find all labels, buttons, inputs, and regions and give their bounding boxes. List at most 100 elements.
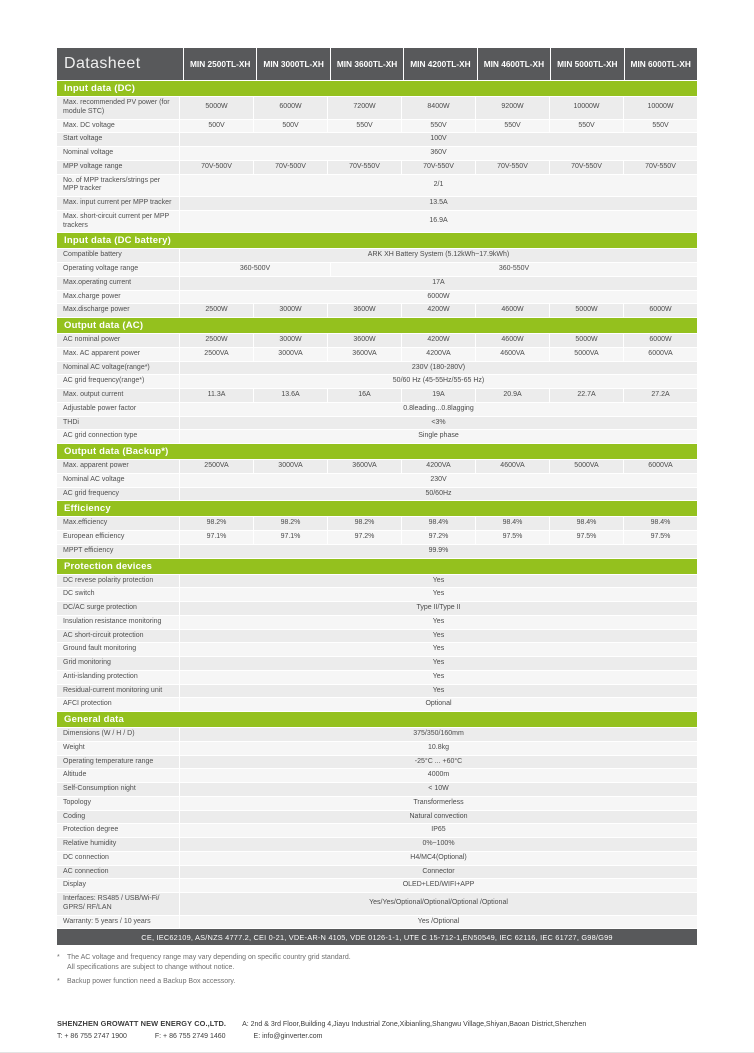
row-values: 6000W xyxy=(180,290,697,304)
spec-value: Yes xyxy=(180,684,697,698)
spec-row: DC/AC surge protection Type II/Type II xyxy=(57,602,697,615)
spec-value: 4600W xyxy=(476,334,549,347)
spec-row: Max. input current per MPP tracker 13.5A xyxy=(57,197,697,210)
row-label: Self-Consumption night xyxy=(57,783,179,796)
row-label: Max.charge power xyxy=(57,290,179,304)
spec-value: 500V xyxy=(254,119,327,133)
row-values: 10.8kg xyxy=(180,741,697,755)
spec-value: 360V xyxy=(180,147,697,160)
spec-value: 16.9A xyxy=(180,210,697,233)
row-label: Topology xyxy=(57,796,179,810)
spec-value: 6000W xyxy=(180,290,697,304)
row-label: Max. output current xyxy=(57,389,179,402)
row-values: 70V-500V 70V-500V 70V-550V 70V-550V 70V-550V… xyxy=(180,160,697,174)
spec-value: 2500W xyxy=(180,304,253,317)
row-label: DC/AC surge protection xyxy=(57,602,179,615)
row-values: Type II/Type II xyxy=(180,602,697,615)
spec-value: 70V-550V xyxy=(624,160,697,174)
spec-sections: Input data (DC) Max. recommended PV power… xyxy=(57,81,697,929)
spec-value: 0.8leading...0.8lagging xyxy=(180,402,697,416)
spec-value: Yes xyxy=(180,657,697,670)
row-values: 2500W 3000W 3600W 4200W 4600W 5000W 6000W xyxy=(180,304,697,317)
row-values: 2500VA 3000VA 3600VA 4200VA 4600VA 5000VA 6000… xyxy=(180,347,697,361)
spec-row: Max. output current 11.3A 13.6A 16A 19A 20.9A… xyxy=(57,389,697,402)
spec-value: 230V xyxy=(180,473,697,487)
spec-value: 100V xyxy=(180,133,697,146)
spec-row: Max.discharge power 2500W 3000W 3600W 4200W 4… xyxy=(57,304,697,317)
row-label: Residual-current monitoring unit xyxy=(57,684,179,698)
row-label: Max. short-circuit current per MPP track… xyxy=(57,210,179,233)
spec-row: Max. recommended PV power (for module ST… xyxy=(57,97,697,119)
spec-value: 3600W xyxy=(328,334,401,347)
spec-value: 6000VA xyxy=(624,347,697,361)
spec-value: 3000VA xyxy=(254,347,327,361)
spec-row: Nominal AC voltage 230V xyxy=(57,473,697,487)
spec-row: Topology Transformerless xyxy=(57,796,697,810)
spec-row: Max. apparent power 2500VA 3000VA 3600VA 420… xyxy=(57,460,697,473)
row-label: Max.discharge power xyxy=(57,304,179,317)
spec-value: 4200W xyxy=(402,304,475,317)
spec-value: 4600VA xyxy=(476,347,549,361)
row-values: 16.9A xyxy=(180,210,697,233)
row-values: 0.8leading...0.8lagging xyxy=(180,402,697,416)
spec-value: Yes xyxy=(180,615,697,629)
spec-value: 2500W xyxy=(180,334,253,347)
spec-value: 2500VA xyxy=(180,460,253,473)
row-label: Coding xyxy=(57,810,179,824)
spec-value: 5000W xyxy=(180,97,253,119)
footnote-line: Backup power function need a Backup Box … xyxy=(67,977,236,985)
row-values: Natural convection xyxy=(180,810,697,824)
row-values: 2500VA 3000VA 3600VA 4200VA 4600VA 5000VA 6000… xyxy=(180,460,697,473)
row-label: Interfaces: RS485 / USB/Wi-Fi/ GPRS/ RF/… xyxy=(57,893,179,915)
spec-value: Natural convection xyxy=(180,810,697,824)
row-label: Operating voltage range xyxy=(57,263,179,276)
spec-row: Altitude 4000m xyxy=(57,769,697,782)
spec-value: ARK XH Battery System (5.12kWh~17.9kWh) xyxy=(180,249,697,262)
row-values: Yes xyxy=(180,574,697,588)
spec-value: 17A xyxy=(180,276,697,290)
spec-value: 13.5A xyxy=(180,197,697,210)
spec-value: 10000W xyxy=(550,97,623,119)
table-header-row: Datasheet MIN 2500TL-XH MIN 3000TL-XH MIN … xyxy=(57,48,697,80)
spec-row: DC revese polarity protection Yes xyxy=(57,574,697,588)
row-label: Compatible battery xyxy=(57,249,179,262)
model-column-header: MIN 3600TL-XH xyxy=(330,48,404,80)
spec-value: 4200W xyxy=(402,334,475,347)
spec-value: 6000VA xyxy=(624,460,697,473)
spec-value: 99.9% xyxy=(180,544,697,558)
spec-value: 16A xyxy=(328,389,401,402)
spec-value: 70V-500V xyxy=(180,160,253,174)
row-values: 13.5A xyxy=(180,197,697,210)
model-column-header: MIN 4200TL-XH xyxy=(404,48,477,80)
spec-value: 375/350/160mm xyxy=(180,728,697,741)
spec-value: 70V-500V xyxy=(254,160,327,174)
spec-value: 230V (180-280V) xyxy=(180,361,697,375)
row-values: IP65 xyxy=(180,824,697,837)
spec-value: 50/60Hz xyxy=(180,487,697,501)
spec-row: AC connection Connector xyxy=(57,865,697,879)
section-header: General data xyxy=(57,712,697,727)
row-values: Transformerless xyxy=(180,796,697,810)
row-label: DC switch xyxy=(57,588,179,601)
spec-value: 3600W xyxy=(328,304,401,317)
row-label: Insulation resistance monitoring xyxy=(57,615,179,629)
spec-value: <3% xyxy=(180,416,697,430)
spec-row: Max.charge power 6000W xyxy=(57,290,697,304)
spec-value: 97.1% xyxy=(180,531,253,544)
row-values: < 10W xyxy=(180,783,697,796)
spec-value: 4600VA xyxy=(476,460,549,473)
spec-row: Operating voltage range 360-500V 360-550V xyxy=(57,263,697,276)
spec-row: Ground fault monitoring Yes xyxy=(57,643,697,656)
model-column-header: MIN 6000TL-XH xyxy=(624,48,697,80)
spec-value: 98.2% xyxy=(254,517,327,530)
section-header: Efficiency xyxy=(57,501,697,517)
spec-row: Max.efficiency 98.2% 98.2% 98.2% 98.4% 98.4% 9… xyxy=(57,517,697,530)
spec-value: H4/MC4(Optional) xyxy=(180,851,697,865)
row-values: ARK XH Battery System (5.12kWh~17.9kWh) xyxy=(180,249,697,262)
row-label: Protection degree xyxy=(57,824,179,837)
row-label: Dimensions (W / H / D) xyxy=(57,728,179,741)
row-label: Max. recommended PV power (for module ST… xyxy=(57,97,179,119)
row-label: Nominal AC voltage(range*) xyxy=(57,361,179,375)
spec-value: Connector xyxy=(180,865,697,879)
spec-value: 98.2% xyxy=(180,517,253,530)
